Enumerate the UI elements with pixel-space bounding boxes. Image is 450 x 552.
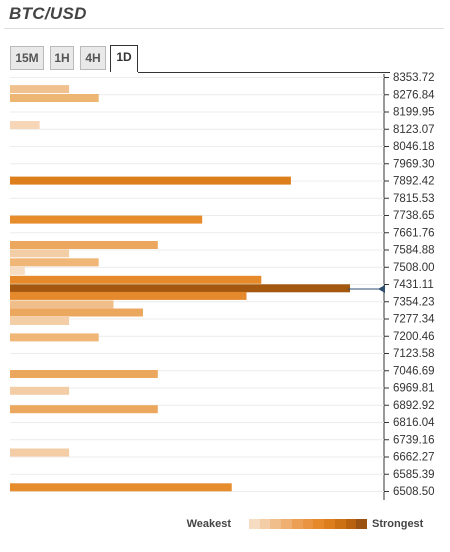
price-label: 7738.65 <box>393 210 435 222</box>
confluence-bar <box>10 176 291 185</box>
legend-swatch <box>324 519 335 529</box>
confluence-bar <box>10 275 262 284</box>
price-label: 6816.04 <box>393 417 435 429</box>
legend-swatch <box>345 519 357 529</box>
price-label: 7815.53 <box>393 193 435 205</box>
legend-weakest-label: Weakest <box>186 518 231 530</box>
confluence-bar <box>10 483 232 492</box>
confluence-bar <box>10 448 70 457</box>
legend-swatch <box>270 519 282 529</box>
price-label: 6662.27 <box>393 452 435 464</box>
tab-15m[interactable]: 15M <box>10 46 44 70</box>
price-label: 8199.95 <box>393 107 435 119</box>
legend-swatch <box>249 519 260 529</box>
tab-1h[interactable]: 1H <box>50 46 74 70</box>
price-label: 6969.81 <box>393 383 435 395</box>
confluence-bar <box>10 258 99 267</box>
confluence-bar <box>10 94 99 102</box>
legend-swatch <box>259 519 271 529</box>
price-label: 6585.39 <box>393 469 435 481</box>
price-label: 8353.72 <box>393 72 435 84</box>
legend-swatch <box>334 519 346 529</box>
confluence-bar <box>10 386 70 395</box>
price-label: 7508.00 <box>393 262 435 274</box>
tab-4h[interactable]: 4H <box>80 46 106 70</box>
legend-swatch <box>281 519 292 529</box>
tab-1d[interactable]: 1D <box>110 45 138 72</box>
confluence-bar <box>10 121 40 129</box>
confluence-bar <box>10 85 70 94</box>
price-label: 7200.46 <box>393 331 435 343</box>
price-label: 7431.11 <box>393 279 434 291</box>
confluence-bar <box>10 284 350 293</box>
price-label: 7892.42 <box>393 176 435 188</box>
legend-swatch <box>356 519 368 529</box>
price-label: 7354.23 <box>393 296 435 308</box>
legend-strongest-label: Strongest <box>372 518 424 530</box>
confluence-bar <box>10 291 247 300</box>
confluence-bar <box>10 249 70 258</box>
price-label: 6739.16 <box>393 434 435 446</box>
confluence-chart: 8353.72 8276.84 8199.95 8123.07 8046.18 7969.… <box>10 72 435 501</box>
tab-baseline <box>138 72 390 73</box>
price-label: 8276.84 <box>393 89 435 101</box>
confluence-bar <box>10 308 143 317</box>
price-label: 7661.76 <box>393 227 435 239</box>
price-label: 6892.92 <box>393 400 435 412</box>
price-label: 7969.30 <box>393 158 435 170</box>
strength-legend: Weakest Strongest <box>0 515 450 535</box>
legend-swatch <box>313 519 325 529</box>
confluence-bar <box>10 215 203 224</box>
confluence-bar <box>10 300 114 309</box>
price-label: 7123.58 <box>393 348 435 360</box>
current-price-marker <box>378 284 385 293</box>
legend-swatch <box>302 519 314 529</box>
legend-color-ramp <box>249 519 368 529</box>
confluence-bar <box>10 333 99 342</box>
confluence-bar <box>10 266 25 275</box>
legend-swatch <box>291 519 303 529</box>
confluence-bar <box>10 405 158 414</box>
confluence-bar <box>10 370 158 378</box>
price-label: 8046.18 <box>393 141 435 153</box>
price-label: 7277.34 <box>393 314 435 326</box>
price-label: 6508.50 <box>393 486 435 498</box>
price-label: 7046.69 <box>393 365 435 377</box>
title-divider <box>4 28 444 29</box>
confluence-bar <box>10 241 158 249</box>
chart-title: BTC/USD <box>9 4 87 23</box>
price-label: 7584.88 <box>393 245 435 257</box>
price-label: 8123.07 <box>393 124 435 136</box>
confluence-bar <box>10 317 70 325</box>
